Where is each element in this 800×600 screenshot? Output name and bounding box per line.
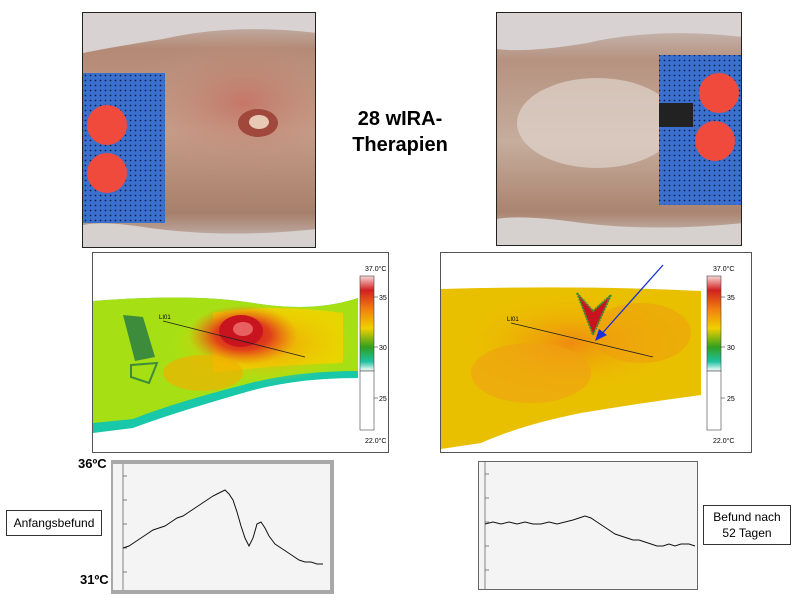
temperature-profile-after <box>478 461 698 590</box>
label-after-line-2: 52 Tagen <box>722 526 772 540</box>
label-initial-finding: Anfangsbefund <box>6 510 102 536</box>
scale-min-after: 22.0°C <box>713 437 734 445</box>
scale-min-before: 22.0°C <box>365 437 386 445</box>
scale-tick-30-after: 30 <box>727 345 735 352</box>
thermal-image-after: LI01 37.0°C 35 30 25 22.0°C <box>440 252 752 453</box>
arrow-icon <box>598 264 664 338</box>
scale-max-before: 37.0°C <box>365 265 386 273</box>
profile-y-max-label: 36ºC <box>78 456 107 471</box>
label-finding-after-52-days: Befund nach 52 Tagen <box>703 505 791 545</box>
profile-y-min-label: 31ºC <box>80 572 109 587</box>
scale-tick-35-after: 35 <box>727 295 735 302</box>
line-label-after: LI01 <box>507 317 519 323</box>
title-line-1: 28 wIRA- <box>357 108 443 130</box>
page-title: 28 wIRA- Therapien <box>330 106 470 158</box>
thermal-image-before: LI01 37.0°C 35 30 25 22.0°C <box>92 252 389 453</box>
wound-photo-before-icon <box>83 13 315 247</box>
profile-line-before <box>122 464 323 590</box>
scale-tick-30-before: 30 <box>379 345 387 352</box>
profile-line-after <box>484 462 696 589</box>
wound-photo-after-icon <box>497 13 741 245</box>
wound-photo-after <box>496 12 742 246</box>
title-line-2: Therapien <box>352 134 448 156</box>
temperature-profile-before <box>111 460 334 594</box>
scale-tick-25-before: 25 <box>379 396 387 403</box>
thermal-map-before: LI01 37.0°C 35 30 25 22.0°C <box>93 265 387 445</box>
scale-tick-35-before: 35 <box>379 295 387 302</box>
thermal-map-after: LI01 37.0°C 35 30 25 22.0°C <box>441 264 735 449</box>
label-after-line-1: Befund nach <box>713 510 781 524</box>
wound-photo-before <box>82 12 316 248</box>
scale-max-after: 37.0°C <box>713 265 734 273</box>
scale-tick-25-after: 25 <box>727 396 735 403</box>
line-label-before: LI01 <box>159 315 171 321</box>
